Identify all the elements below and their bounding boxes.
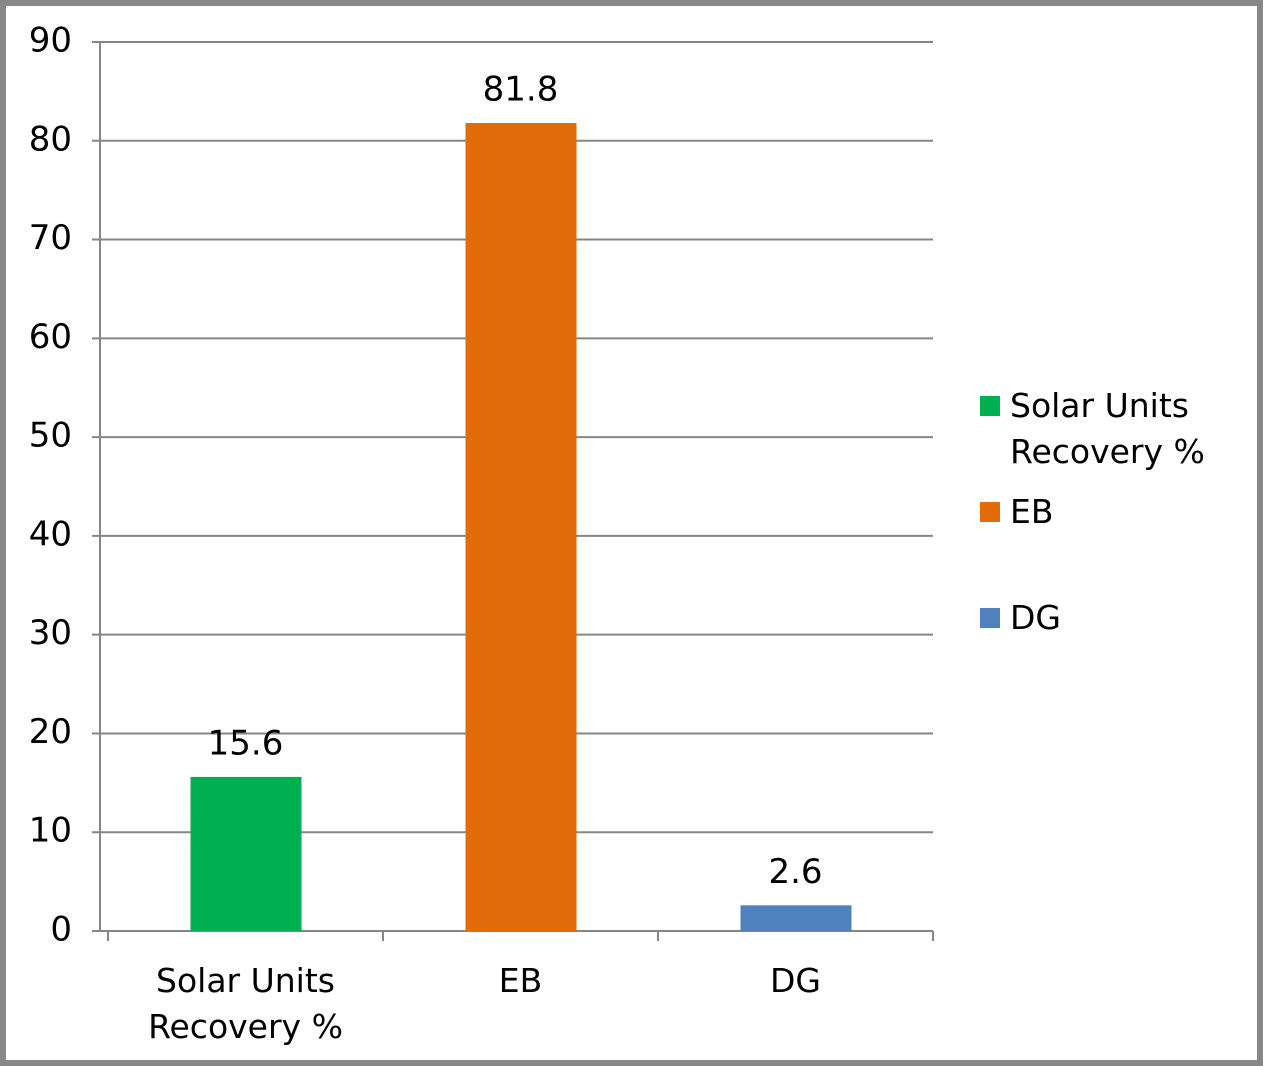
legend-swatch: [980, 608, 1000, 628]
y-tick-label: 90: [29, 21, 72, 61]
y-tick-label: 40: [29, 514, 72, 554]
y-tick-label: 50: [29, 416, 72, 456]
y-tick-label: 80: [29, 119, 72, 159]
y-tick-label: 10: [29, 811, 72, 851]
x-tick-label: DG: [770, 961, 821, 1000]
y-tick-label: 20: [29, 712, 72, 752]
y-tick-label: 60: [29, 317, 72, 357]
legend-swatch: [980, 396, 1000, 416]
bar: [740, 905, 852, 931]
bar: [465, 122, 577, 931]
legend-label: EB: [1010, 492, 1054, 531]
bar: [190, 776, 302, 931]
legend-swatch: [980, 502, 1000, 522]
x-tick-label: Solar Units Recovery %: [148, 961, 343, 1046]
legend-label: Solar Units Recovery %: [1010, 386, 1205, 471]
data-label: 2.6: [768, 852, 822, 892]
x-tick-label: EB: [498, 961, 543, 1000]
data-label: 81.8: [483, 69, 559, 109]
legend-label: DG: [1010, 598, 1061, 637]
y-tick-label: 0: [50, 910, 72, 950]
y-tick-label: 70: [29, 218, 72, 258]
data-label: 15.6: [208, 723, 284, 763]
y-tick-label: 30: [29, 613, 72, 653]
